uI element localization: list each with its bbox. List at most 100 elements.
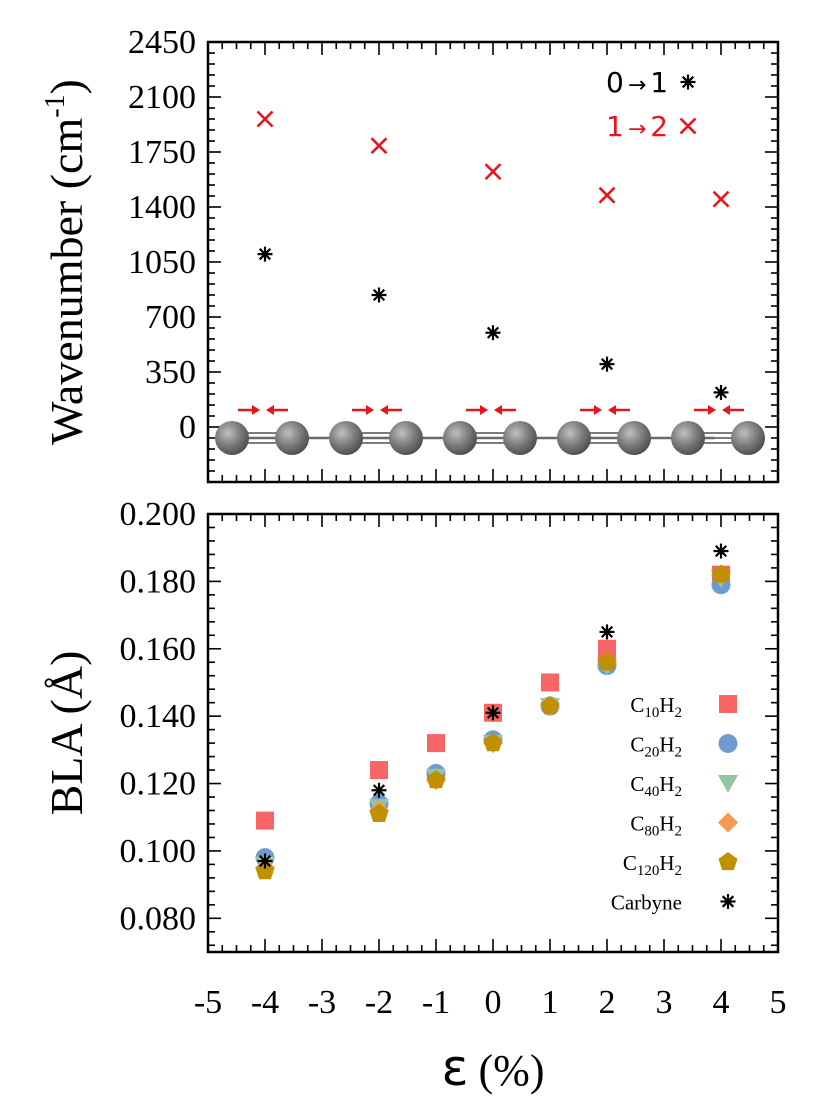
bottom-point-square — [370, 761, 388, 780]
x-tick-label: 4 — [713, 984, 730, 1021]
carbon-atom — [503, 421, 537, 455]
bottom-legend-label: C20H2 — [630, 733, 682, 761]
bottom-y-tick-label: 0.140 — [120, 698, 197, 735]
bottom-data-marks — [255, 543, 731, 880]
top-y-tick-label: 1050 — [128, 244, 196, 281]
top-point-x — [256, 110, 274, 128]
top-y-axis-label: Wavenumber (cm-1) — [40, 79, 92, 445]
bottom-point-square — [598, 639, 616, 658]
bottom-legend-marker — [718, 812, 738, 833]
top-point-x — [712, 190, 730, 208]
compression-arrow-right-head — [594, 405, 602, 415]
compression-arrow-right-head — [480, 405, 488, 415]
top-y-tick-labels: 0 350 700 1050 1400 1750 2100 2450 — [128, 24, 196, 446]
bottom-legend-marker — [720, 894, 736, 909]
top-legend-marker — [680, 74, 696, 90]
bottom-point-pentagon — [711, 564, 731, 583]
top-point-x — [484, 163, 502, 181]
top-legend-label: 1 → 2 — [606, 110, 668, 143]
bottom-point-pentagon — [540, 696, 560, 715]
x-tick-label: 3 — [656, 984, 673, 1021]
bottom-legend: C10H2 C20H2 C40H2 C80H2 C120H2 Carbyne — [611, 693, 738, 915]
top-y-tick-label: 700 — [145, 299, 196, 336]
carbon-pair — [215, 405, 309, 455]
compression-arrow-right-head — [708, 405, 716, 415]
carbon-pair — [443, 405, 537, 455]
x-tick-label: 1 — [542, 984, 559, 1021]
top-point-asterisk — [599, 356, 615, 372]
x-tick-label: -4 — [251, 984, 279, 1021]
bottom-y-tick-label: 0.160 — [120, 631, 197, 668]
x-tick-labels: -5 -4 -3 -2 -1 0 1 2 3 4 5 — [194, 984, 787, 1021]
x-tick-label: 5 — [770, 984, 787, 1021]
bottom-legend-label: C80H2 — [630, 812, 682, 840]
top-point-asterisk — [713, 384, 729, 400]
top-data-marks — [256, 110, 730, 400]
compression-arrow-left-head — [266, 405, 274, 415]
bottom-legend-label: C120H2 — [623, 851, 682, 879]
compression-arrow-right-head — [252, 405, 260, 415]
top-y-tick-label: 0 — [179, 409, 196, 446]
bottom-point-square — [256, 811, 274, 830]
carbon-atom — [671, 421, 705, 455]
bottom-legend-marker — [718, 775, 738, 793]
bottom-y-tick-label: 0.180 — [120, 563, 197, 600]
bottom-point-asterisk — [599, 624, 615, 640]
x-tick-label: 0 — [485, 984, 502, 1021]
top-y-tick-label: 2100 — [128, 79, 196, 116]
carbon-atom — [617, 421, 651, 455]
top-y-tick-label: 350 — [145, 354, 196, 391]
bottom-point-square — [541, 673, 559, 692]
bottom-y-tick-labels: 0.080 0.100 0.120 0.140 0.160 0.180 0.200 — [120, 496, 197, 937]
x-axis-label: ε (%) — [442, 1039, 545, 1097]
bottom-legend-label: C40H2 — [630, 772, 682, 800]
top-y-tick-label: 2450 — [128, 24, 196, 61]
carbon-atom — [275, 421, 309, 455]
compression-arrow-left-head — [722, 405, 730, 415]
compression-arrow-left-head — [494, 405, 502, 415]
compression-arrow-left-head — [608, 405, 616, 415]
bottom-point-asterisk — [371, 782, 387, 798]
top-y-tick-label: 1400 — [128, 189, 196, 226]
bottom-point-pentagon — [597, 652, 617, 671]
top-legend-marker — [679, 117, 697, 135]
x-tick-label: 2 — [599, 984, 616, 1021]
bottom-point-pentagon — [426, 770, 446, 789]
top-point-asterisk — [257, 246, 273, 262]
bottom-y-tick-label: 0.080 — [120, 900, 197, 937]
top-point-asterisk — [485, 325, 501, 341]
compression-arrow-left-head — [380, 405, 388, 415]
top-point-x — [370, 137, 388, 155]
bottom-legend-marker — [718, 852, 738, 871]
carbyne-molecule-illustrations — [215, 405, 765, 455]
bottom-y-axis-label: BLA (Å) — [41, 651, 92, 816]
bottom-legend-label: Carbyne — [611, 891, 682, 915]
compression-arrow-right-head — [366, 405, 374, 415]
top-point-asterisk — [371, 287, 387, 303]
top-legend: 0 → 11 → 2 — [606, 66, 697, 143]
top-legend-label: 0 → 1 — [606, 66, 668, 99]
bottom-panel: 0.080 0.100 0.120 0.140 0.160 0.180 0.200 -5 -4… — [41, 496, 787, 1097]
carbon-atom — [443, 421, 477, 455]
bottom-legend-marker — [718, 734, 738, 753]
x-tick-label: -3 — [308, 984, 336, 1021]
bottom-y-tick-label: 0.200 — [120, 496, 197, 533]
bottom-point-asterisk — [713, 543, 729, 559]
carbon-atom — [215, 421, 249, 455]
bottom-y-tick-label: 0.120 — [120, 766, 197, 803]
carbon-atom — [389, 421, 423, 455]
top-y-tick-label: 1750 — [128, 134, 196, 171]
bottom-point-asterisk — [257, 853, 273, 869]
bottom-axis-ticks — [208, 513, 778, 952]
bottom-point-asterisk — [485, 705, 501, 721]
carbon-atom — [329, 421, 363, 455]
x-tick-label: -1 — [422, 984, 450, 1021]
top-point-x — [598, 186, 616, 204]
carbon-pair — [557, 405, 651, 455]
top-axis-ticks — [208, 41, 778, 483]
bottom-point-square — [427, 734, 445, 753]
bottom-legend-label: C10H2 — [630, 693, 682, 721]
bottom-point-pentagon — [483, 733, 503, 752]
top-plot-frame — [206, 40, 780, 484]
